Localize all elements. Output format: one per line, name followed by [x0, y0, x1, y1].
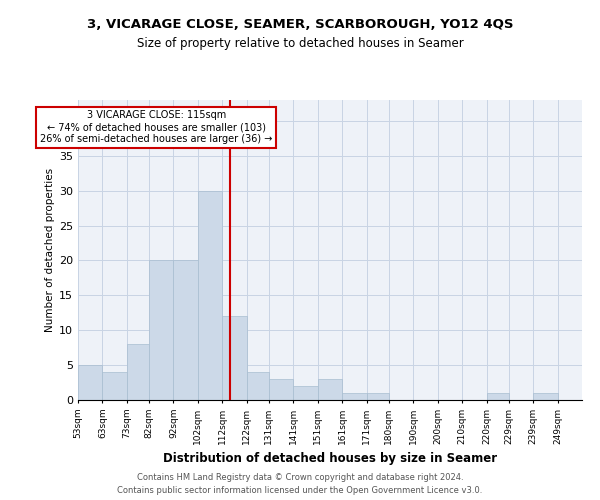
Text: Size of property relative to detached houses in Seamer: Size of property relative to detached ho… — [137, 38, 463, 51]
Bar — [533, 393, 557, 400]
Bar — [78, 365, 103, 400]
Bar — [367, 393, 389, 400]
Bar — [318, 379, 342, 400]
Bar — [269, 379, 293, 400]
Bar — [487, 393, 509, 400]
Bar — [198, 190, 223, 400]
Text: 3, VICARAGE CLOSE, SEAMER, SCARBOROUGH, YO12 4QS: 3, VICARAGE CLOSE, SEAMER, SCARBOROUGH, … — [87, 18, 513, 30]
Text: Contains HM Land Registry data © Crown copyright and database right 2024.
Contai: Contains HM Land Registry data © Crown c… — [118, 474, 482, 495]
X-axis label: Distribution of detached houses by size in Seamer: Distribution of detached houses by size … — [163, 452, 497, 466]
Bar — [342, 393, 367, 400]
Bar — [293, 386, 318, 400]
Bar — [149, 260, 173, 400]
Bar — [127, 344, 149, 400]
Bar — [103, 372, 127, 400]
Y-axis label: Number of detached properties: Number of detached properties — [45, 168, 55, 332]
Bar — [223, 316, 247, 400]
Bar — [247, 372, 269, 400]
Text: 3 VICARAGE CLOSE: 115sqm
← 74% of detached houses are smaller (103)
26% of semi-: 3 VICARAGE CLOSE: 115sqm ← 74% of detach… — [40, 110, 272, 144]
Bar — [173, 260, 198, 400]
